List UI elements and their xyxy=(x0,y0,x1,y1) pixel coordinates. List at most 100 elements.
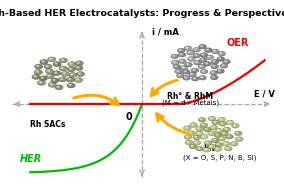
Circle shape xyxy=(184,71,186,72)
Circle shape xyxy=(191,73,193,74)
Circle shape xyxy=(46,65,48,67)
Circle shape xyxy=(195,136,197,138)
Circle shape xyxy=(60,78,62,79)
Circle shape xyxy=(77,67,79,68)
Circle shape xyxy=(183,126,191,130)
Circle shape xyxy=(192,124,194,125)
Circle shape xyxy=(220,118,222,119)
Circle shape xyxy=(39,76,47,81)
Circle shape xyxy=(193,135,201,140)
Circle shape xyxy=(68,62,76,67)
Circle shape xyxy=(48,75,50,76)
Circle shape xyxy=(55,85,63,90)
Circle shape xyxy=(211,64,219,69)
Circle shape xyxy=(226,134,233,139)
Circle shape xyxy=(199,44,206,49)
Circle shape xyxy=(69,84,71,85)
Circle shape xyxy=(35,64,43,69)
Circle shape xyxy=(217,69,224,74)
Circle shape xyxy=(76,72,85,77)
Circle shape xyxy=(204,62,211,66)
Circle shape xyxy=(39,82,41,83)
Circle shape xyxy=(171,54,179,59)
Circle shape xyxy=(186,136,188,137)
Circle shape xyxy=(189,58,191,59)
Circle shape xyxy=(215,143,223,147)
Circle shape xyxy=(212,120,220,125)
Circle shape xyxy=(53,71,61,76)
Circle shape xyxy=(193,141,201,145)
Circle shape xyxy=(212,127,214,128)
Circle shape xyxy=(36,71,38,72)
Circle shape xyxy=(220,64,228,68)
Circle shape xyxy=(194,60,201,65)
Circle shape xyxy=(219,122,227,126)
Circle shape xyxy=(228,136,229,137)
Circle shape xyxy=(53,79,55,81)
Circle shape xyxy=(197,132,199,133)
Text: OER: OER xyxy=(227,38,249,48)
Text: (X = O, S, P, N, B, Si): (X = O, S, P, N, B, Si) xyxy=(183,154,256,161)
Circle shape xyxy=(195,142,197,143)
Circle shape xyxy=(37,65,39,67)
Circle shape xyxy=(180,60,182,61)
Circle shape xyxy=(69,68,71,69)
Circle shape xyxy=(55,72,57,73)
Circle shape xyxy=(231,124,239,128)
Circle shape xyxy=(222,142,230,146)
Circle shape xyxy=(213,65,215,67)
Circle shape xyxy=(189,52,191,53)
Circle shape xyxy=(218,136,226,141)
Circle shape xyxy=(37,80,45,85)
Circle shape xyxy=(196,127,203,131)
Circle shape xyxy=(173,64,181,69)
Circle shape xyxy=(48,82,56,87)
Circle shape xyxy=(206,49,208,50)
Circle shape xyxy=(201,59,203,60)
Circle shape xyxy=(187,141,189,142)
Circle shape xyxy=(74,78,83,83)
Circle shape xyxy=(183,76,190,80)
Circle shape xyxy=(32,74,40,79)
Circle shape xyxy=(199,58,207,62)
Circle shape xyxy=(221,131,228,136)
Circle shape xyxy=(225,61,227,62)
Circle shape xyxy=(67,67,76,72)
Circle shape xyxy=(217,144,219,145)
Circle shape xyxy=(198,148,200,149)
Circle shape xyxy=(41,77,43,78)
Circle shape xyxy=(210,132,212,133)
Circle shape xyxy=(61,67,63,68)
Circle shape xyxy=(193,78,195,79)
Circle shape xyxy=(77,79,79,80)
Circle shape xyxy=(208,116,216,121)
Circle shape xyxy=(216,148,218,149)
Circle shape xyxy=(226,120,234,125)
Circle shape xyxy=(182,70,190,74)
Circle shape xyxy=(196,131,203,136)
Circle shape xyxy=(202,70,204,72)
Circle shape xyxy=(188,131,195,136)
Circle shape xyxy=(175,69,182,74)
Circle shape xyxy=(180,66,188,70)
Circle shape xyxy=(187,50,195,55)
Circle shape xyxy=(223,127,231,132)
Circle shape xyxy=(196,146,203,151)
Circle shape xyxy=(191,77,199,81)
Circle shape xyxy=(210,75,218,80)
Circle shape xyxy=(201,77,202,78)
Circle shape xyxy=(184,46,192,50)
Circle shape xyxy=(78,73,81,74)
Circle shape xyxy=(185,62,192,67)
Circle shape xyxy=(215,129,223,133)
Circle shape xyxy=(237,138,239,139)
Circle shape xyxy=(205,63,207,64)
Circle shape xyxy=(208,131,215,136)
Circle shape xyxy=(184,135,192,139)
Circle shape xyxy=(189,144,197,149)
Circle shape xyxy=(177,73,184,78)
Circle shape xyxy=(200,53,208,57)
Circle shape xyxy=(45,69,54,74)
Circle shape xyxy=(180,54,182,55)
Circle shape xyxy=(191,68,199,73)
